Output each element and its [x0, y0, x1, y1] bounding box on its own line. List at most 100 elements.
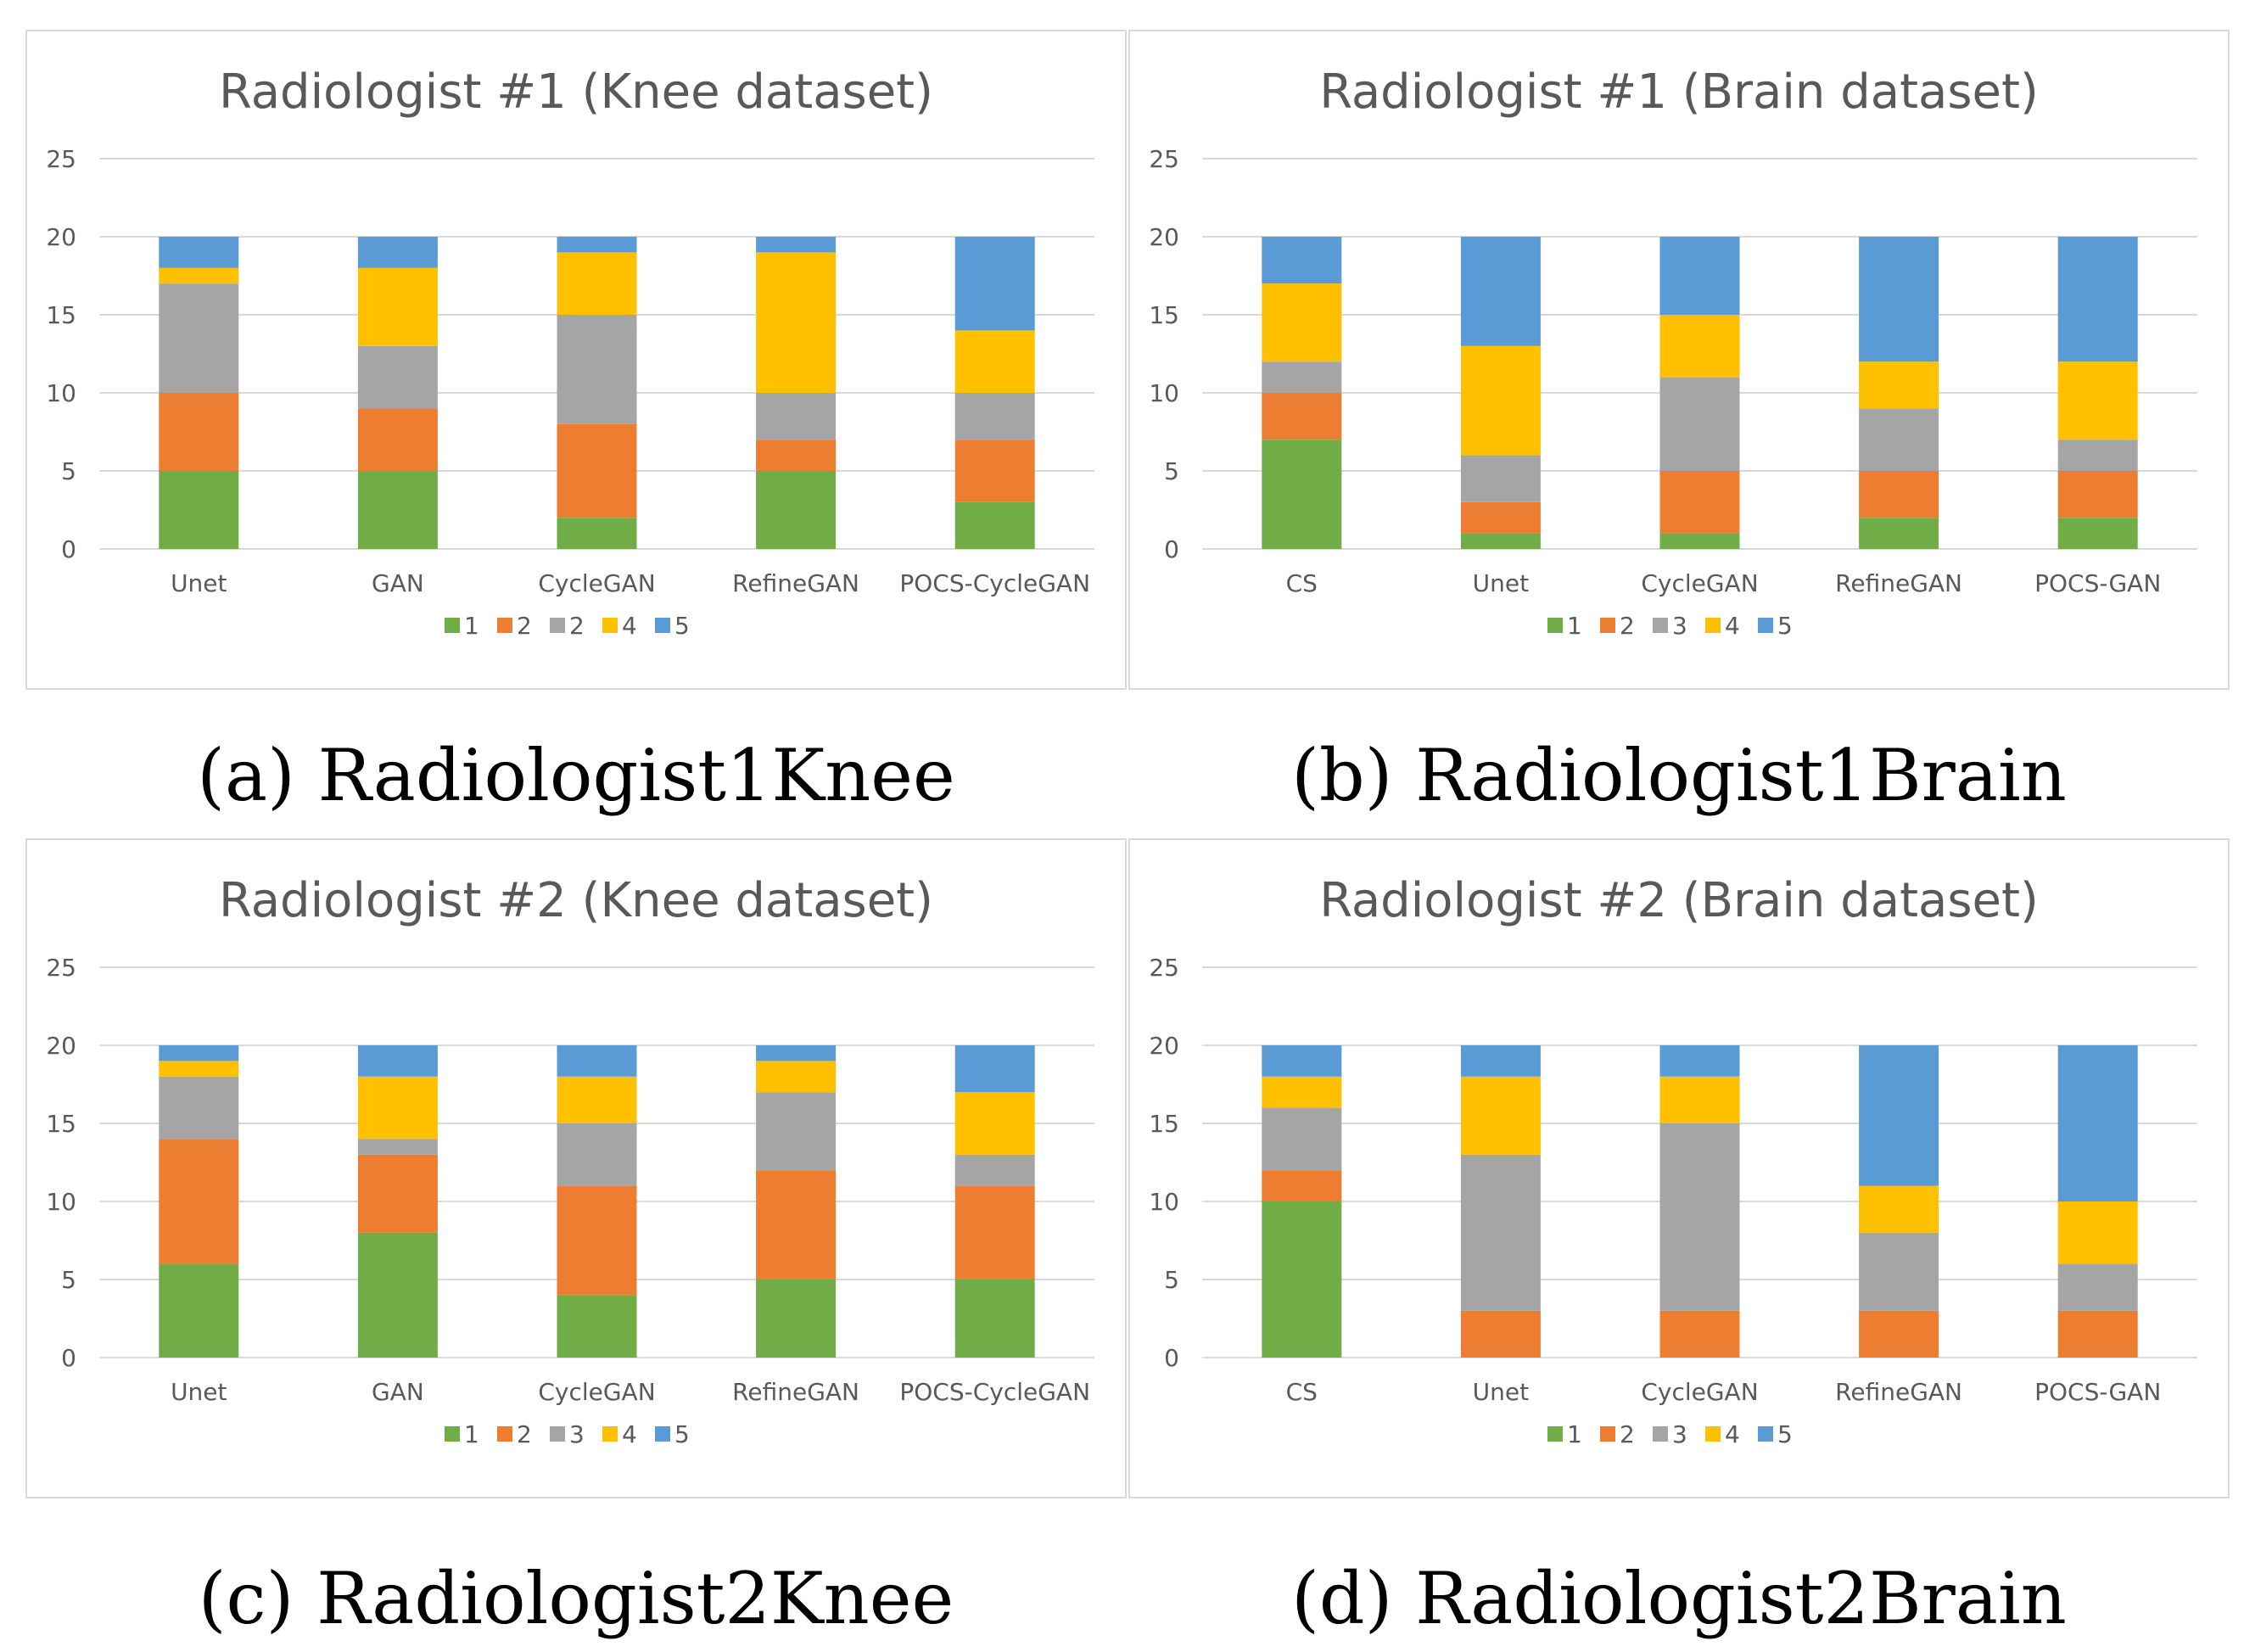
bar-segment: [1460, 345, 1541, 456]
legend-swatch: [1600, 1426, 1615, 1442]
x-tick-label: Unet: [1473, 1378, 1529, 1406]
chart-title: Radiologist #1 (Brain dataset): [1319, 64, 2039, 120]
x-tick-label: CycleGAN: [1641, 569, 1758, 597]
bar-segment: [1859, 471, 1939, 518]
x-tick-label: POCS-CycleGAN: [899, 1378, 1090, 1406]
bar-segment: [557, 237, 637, 253]
y-tick-label: 0: [61, 1344, 76, 1372]
bar-segment: [2057, 1045, 2138, 1201]
bar-segment: [1659, 315, 1740, 378]
bar-segment: [159, 471, 239, 549]
chart-panel-c: Radiologist #2 (Knee dataset) 0 5 10 15 20 25 U…: [25, 838, 1127, 1498]
bar-segment: [1859, 1185, 1939, 1233]
y-tick-label: 15: [1149, 1110, 1179, 1138]
bar-segment: [159, 1139, 239, 1264]
legend-label: 2: [517, 1420, 532, 1448]
bar-segment: [159, 1263, 239, 1358]
caption-b: (b) Radiologist1Brain: [1291, 734, 2067, 817]
bar-segment: [1460, 1154, 1541, 1311]
bar-segment: [159, 237, 239, 268]
bar-segment: [1859, 361, 1939, 409]
bar-segment: [2057, 518, 2138, 549]
bar-segment: [756, 237, 837, 253]
legend-swatch: [550, 618, 565, 633]
legend-swatch: [1653, 1426, 1668, 1442]
x-tick-label: RefineGAN: [1835, 569, 1962, 597]
x-tick-label: Unet: [1473, 569, 1529, 597]
bar-segment: [357, 237, 438, 268]
legend-label: 1: [464, 612, 479, 640]
legend-swatch: [602, 1426, 618, 1442]
legend-label: 4: [1725, 1420, 1740, 1448]
y-tick-label: 10: [1149, 1188, 1179, 1216]
y-tick-label: 0: [1164, 1344, 1179, 1372]
bar-segment: [159, 267, 239, 284]
chart-title: Radiologist #2 (Brain dataset): [1319, 873, 2039, 928]
y-tick-label: 5: [61, 457, 76, 485]
y-tick-label: 10: [1149, 379, 1179, 407]
caption-a: (a) Radiologist1Knee: [197, 734, 955, 817]
bar-segment: [954, 440, 1035, 502]
x-tick-label: RefineGAN: [1835, 1378, 1962, 1406]
bar-segment: [2057, 237, 2138, 362]
bar-segment: [756, 471, 837, 549]
bar-segment: [357, 408, 438, 471]
bar-segment: [357, 345, 438, 409]
bar-segment: [2057, 1310, 2138, 1358]
bar-segment: [557, 518, 637, 549]
bar-segment: [357, 1139, 438, 1155]
bar-segment: [357, 1232, 438, 1358]
bar-segment: [1262, 1045, 1342, 1077]
x-tick-label: POCS-CycleGAN: [899, 569, 1090, 597]
y-tick-label: 5: [61, 1266, 76, 1294]
bar-segment: [159, 1061, 239, 1077]
bar-segment: [1460, 1045, 1541, 1077]
legend-swatch: [655, 1426, 670, 1442]
bar-segment: [1262, 393, 1342, 440]
bar-segment: [357, 267, 438, 346]
legend-swatch: [602, 618, 618, 633]
bar-segment: [954, 1280, 1035, 1358]
legend-swatch: [445, 1426, 460, 1442]
legend-swatch: [655, 618, 670, 633]
bar-segment: [1659, 471, 1740, 534]
bar-segment: [2057, 471, 2138, 518]
legend-swatch: [1547, 1426, 1563, 1442]
legend-swatch: [497, 618, 512, 633]
legend-swatch: [497, 1426, 512, 1442]
bar-segment: [1659, 1045, 1740, 1077]
y-tick-label: 25: [1149, 954, 1179, 982]
y-tick-label: 10: [46, 379, 76, 407]
bar-segment: [357, 1154, 438, 1233]
bar-segment: [756, 1092, 837, 1171]
bar-segment: [756, 252, 837, 393]
y-tick-label: 5: [1164, 1266, 1179, 1294]
x-tick-label: RefineGAN: [732, 1378, 859, 1406]
bar-segment: [1859, 1232, 1939, 1311]
legend-swatch: [1653, 618, 1668, 633]
bar-segment: [557, 1045, 637, 1077]
bar-segment: [954, 501, 1035, 549]
legend-label: 3: [1672, 612, 1687, 640]
bar-segment: [1460, 1310, 1541, 1358]
legend-label: 1: [464, 1420, 479, 1448]
legend-label: 5: [1777, 1420, 1793, 1448]
chart-panel-d: Radiologist #2 (Brain dataset) 0 5 10 15 20 25…: [1128, 838, 2230, 1498]
bar-segment: [1262, 1076, 1342, 1108]
y-tick-label: 20: [1149, 223, 1179, 251]
bar-segment: [1460, 237, 1541, 346]
legend-label: 4: [622, 1420, 637, 1448]
bar-segment: [1262, 361, 1342, 393]
legend-swatch: [550, 1426, 565, 1442]
bar-segment: [756, 1045, 837, 1061]
bar-segment: [557, 1123, 637, 1186]
x-tick-label: CS: [1286, 569, 1318, 597]
bar-segment: [1262, 283, 1342, 362]
y-tick-label: 10: [46, 1188, 76, 1216]
bar-segment: [357, 1076, 438, 1140]
bar-segment: [756, 1061, 837, 1093]
bar-segment: [1659, 1123, 1740, 1311]
bar-segment: [954, 1154, 1035, 1186]
legend-label: 5: [1777, 612, 1793, 640]
bar-segment: [2057, 440, 2138, 471]
